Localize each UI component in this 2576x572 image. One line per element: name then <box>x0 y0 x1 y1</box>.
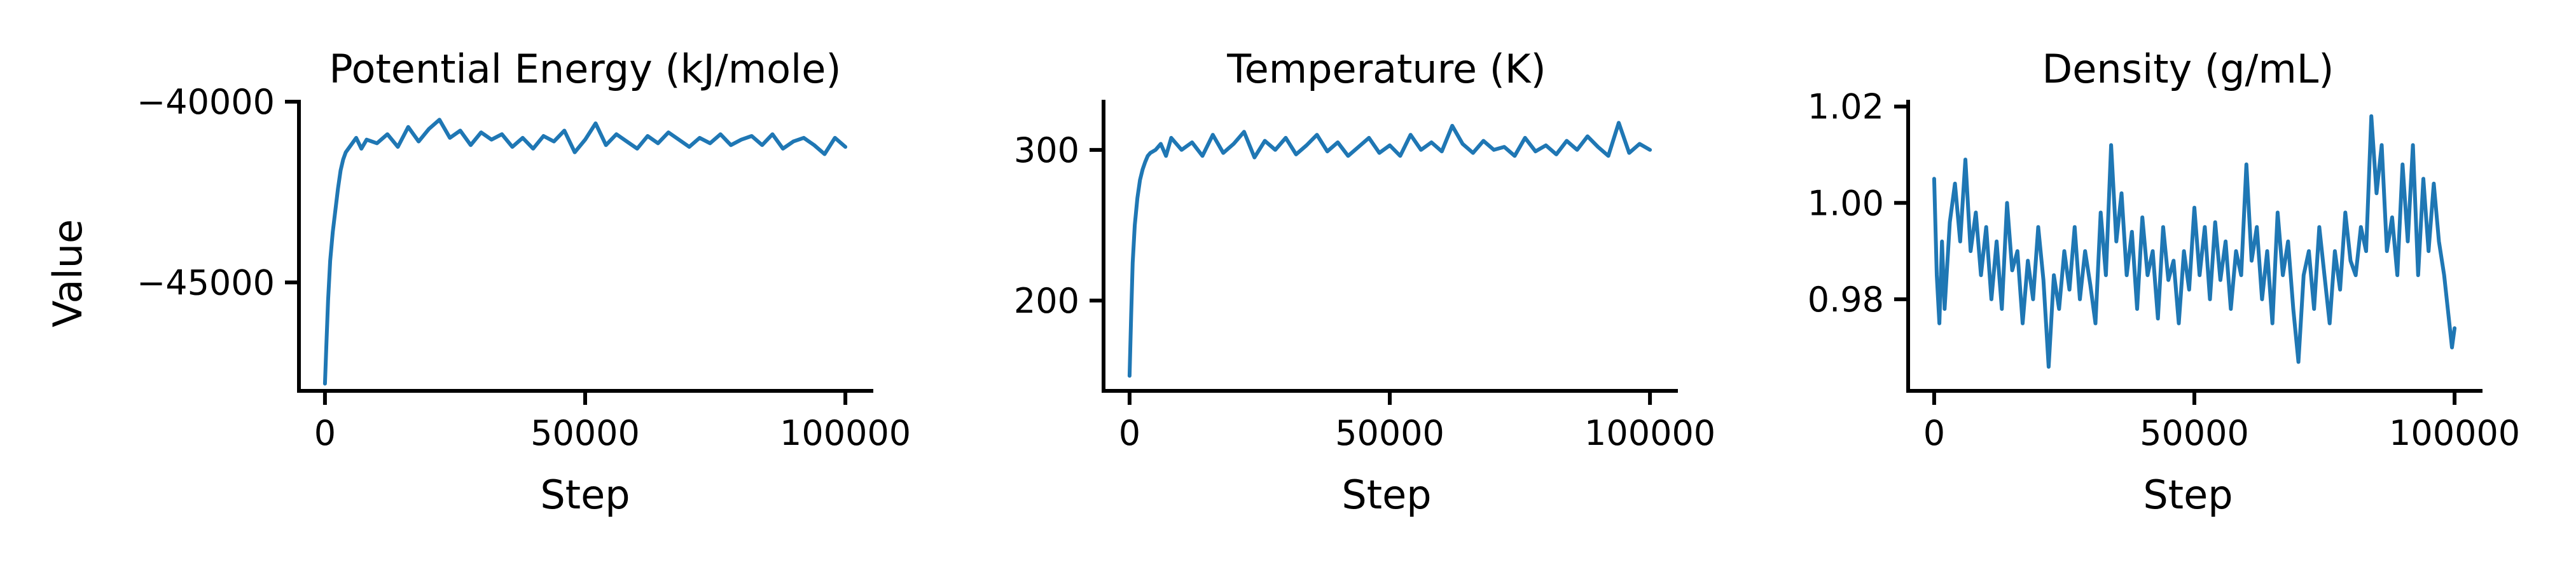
x-tick-label: 0 <box>1923 413 1945 453</box>
y-tick-label: 300 <box>1014 130 1079 170</box>
x-tick-label: 50000 <box>530 413 640 453</box>
y-tick-label: 1.02 <box>1808 87 1884 127</box>
panel-title: Temperature (K) <box>1226 46 1546 92</box>
panel-title: Potential Energy (kJ/mole) <box>329 46 841 92</box>
y-tick-label: 0.98 <box>1808 280 1884 320</box>
series-line <box>1127 121 1652 378</box>
x-tick-label: 50000 <box>2140 413 2249 453</box>
temperature-panel: Temperature (K) Step 0 50000 100000 200 300 <box>1014 46 1715 518</box>
x-tick-label: 50000 <box>1335 413 1444 453</box>
potential-energy-panel: Potential Energy (kJ/mole) Step 0 50000 10… <box>137 46 911 518</box>
y-tick-label: 200 <box>1014 281 1079 321</box>
density-panel: Density (g/mL) Step 0 50000 100000 0.98 1.00… <box>1808 46 2520 518</box>
x-tick-label: 0 <box>314 413 336 453</box>
series-line <box>1932 114 2457 369</box>
x-axis-label: Step <box>540 472 630 518</box>
y-tick-label: −45000 <box>137 262 275 303</box>
x-tick-label: 100000 <box>2389 413 2520 453</box>
panel-title: Density (g/mL) <box>2042 46 2334 92</box>
x-axis-label: Step <box>2143 472 2233 518</box>
x-tick-label: 0 <box>1119 413 1140 453</box>
y-axis-label: Value <box>45 219 91 327</box>
x-tick-label: 100000 <box>780 413 911 453</box>
x-axis-label: Step <box>1341 472 1431 518</box>
y-tick-label: −40000 <box>137 82 275 122</box>
x-tick-label: 100000 <box>1584 413 1715 453</box>
series-line <box>322 118 848 386</box>
y-tick-label: 1.00 <box>1808 183 1884 223</box>
